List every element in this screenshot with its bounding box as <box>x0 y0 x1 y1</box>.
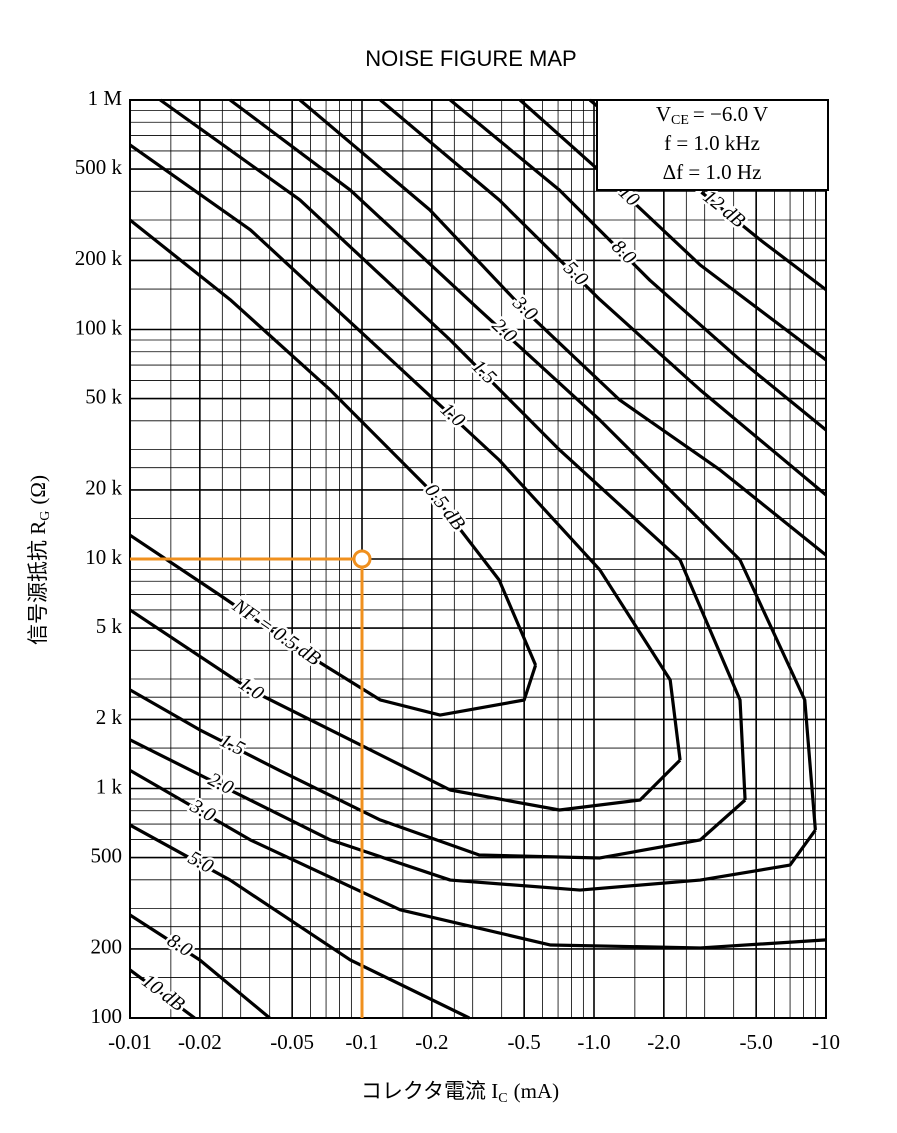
x-tick-label: -0.05 <box>270 1030 314 1054</box>
y-tick-label: 2 k <box>96 705 123 729</box>
contour-line <box>129 738 817 892</box>
condition-sub: CE <box>671 113 689 128</box>
contour-label: 2.0 <box>205 768 237 799</box>
contour-line <box>129 608 682 812</box>
contour-line <box>129 823 470 1020</box>
x-tick-label: -0.02 <box>178 1030 222 1054</box>
contour-line <box>518 98 827 362</box>
y-axis-title-unit: (Ω) <box>26 475 50 505</box>
x-tick-label: -0.1 <box>345 1030 378 1054</box>
x-tick-label: -10 <box>812 1030 840 1054</box>
contour-line <box>129 968 196 1020</box>
conditions-frame <box>596 99 829 191</box>
contour-line <box>129 768 827 950</box>
condition-text: = −6.0 V <box>693 102 768 126</box>
y-tick-label: 20 k <box>85 476 122 500</box>
chart-title: NOISE FIGURE MAP <box>365 46 576 71</box>
condition: VCE = −6.0 V <box>656 102 768 128</box>
x-tick-label: -2.0 <box>647 1030 680 1054</box>
contour-line <box>159 98 747 801</box>
contour-label: 0.5 dB <box>420 480 469 535</box>
contour-label: 1.0 <box>235 673 268 705</box>
y-tick-label: 5 k <box>96 614 123 638</box>
contour-label: 1.5 <box>216 729 248 760</box>
contour-line <box>129 143 682 761</box>
contour-line <box>129 533 538 717</box>
y-tick-label: 200 <box>91 935 123 959</box>
x-axis-title-text: コレクタ電流 I <box>361 1079 498 1103</box>
x-tick-label: -0.2 <box>415 1030 448 1054</box>
y-tick-label: 50 k <box>85 384 122 408</box>
contour-line <box>298 98 828 557</box>
contour-line <box>229 98 817 831</box>
y-tick-label: 500 <box>91 843 123 867</box>
contour-line <box>129 688 747 860</box>
x-tick-label: -0.01 <box>108 1030 152 1054</box>
contour-line <box>129 913 271 1020</box>
conditions-box: VCE = −6.0 V f = 1.0 kHz Δf = 1.0 Hz <box>596 99 829 191</box>
contour-label: 8.0 <box>163 929 196 961</box>
marker-point <box>352 549 372 569</box>
y-tick-label: 200 k <box>75 246 123 270</box>
x-tick-label: -5.0 <box>740 1030 773 1054</box>
y-axis-title: 信号源抵抗 RG (Ω) <box>26 475 53 645</box>
y-tick-label: 100 <box>91 1004 123 1028</box>
x-tick-label: -0.5 <box>508 1030 541 1054</box>
y-tick-label: 10 k <box>85 545 122 569</box>
x-axis-title: コレクタ電流 IC (mA) <box>361 1079 559 1106</box>
condition: f = 1.0 kHz <box>664 131 760 155</box>
condition: Δf = 1.0 Hz <box>663 160 762 184</box>
contour-label: 5.0 <box>184 847 217 878</box>
y-tick-label: 1 k <box>96 774 123 798</box>
x-axis-title-unit: (mA) <box>514 1079 560 1103</box>
y-tick-label: 1 M <box>88 86 123 110</box>
contour-line <box>129 218 538 666</box>
contour-line <box>449 98 828 432</box>
y-tick-label: 500 k <box>75 155 123 179</box>
y-axis-title-text: 信号源抵抗 R <box>26 521 50 645</box>
condition-symbol: V <box>656 102 671 126</box>
y-tick-label: 100 k <box>75 315 123 339</box>
y-axis-title-sub: G <box>38 511 53 521</box>
x-axis-title-sub: C <box>498 1091 507 1106</box>
x-tick-label: -1.0 <box>577 1030 610 1054</box>
contour-line <box>379 98 828 497</box>
